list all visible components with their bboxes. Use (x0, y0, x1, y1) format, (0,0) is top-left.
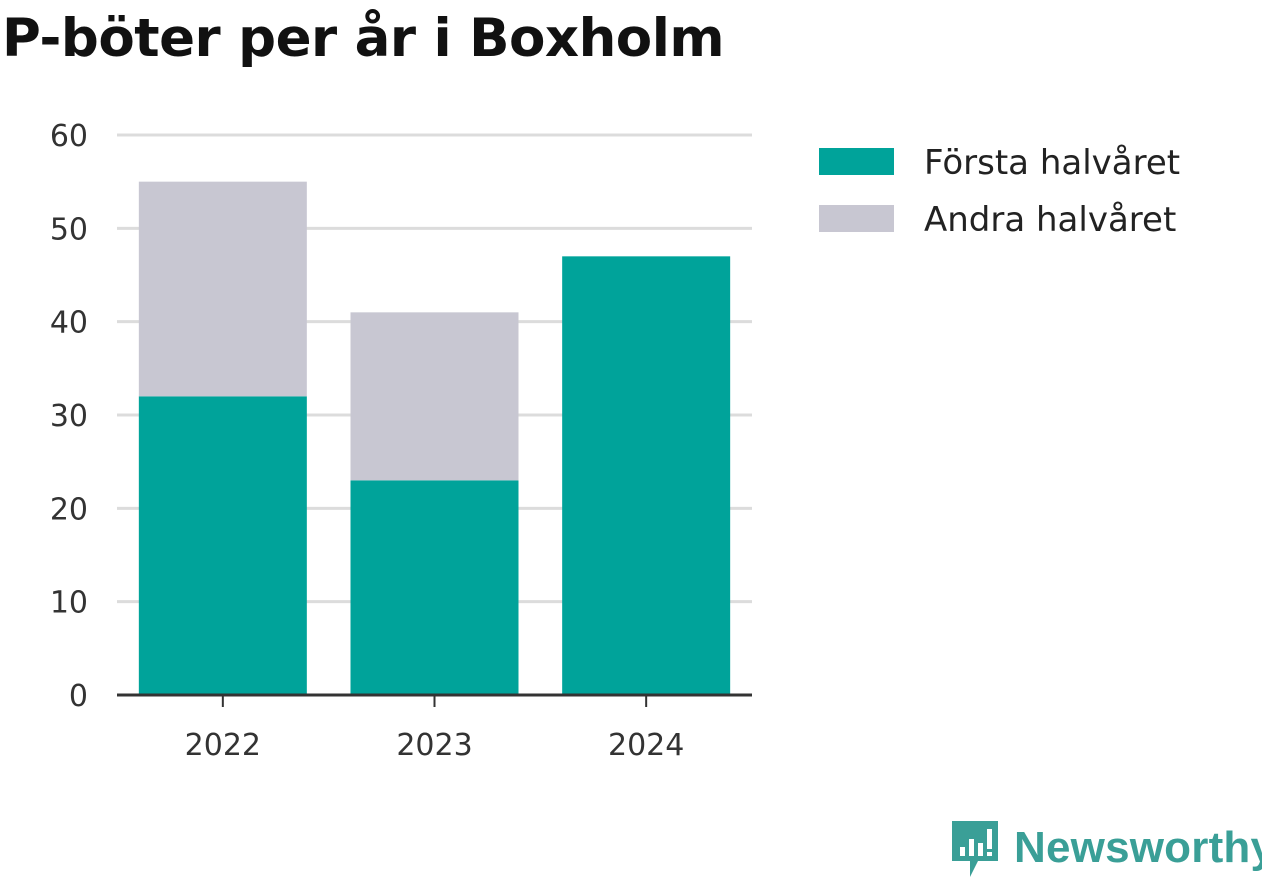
chart-title: P-böter per år i Boxholm (2, 8, 725, 69)
y-tick-label: 50 (50, 212, 88, 247)
bar-2022-series-0 (138, 396, 307, 695)
bar-2023-series-1 (350, 312, 519, 481)
legend: Första halvåret Andra halvåret (819, 143, 1180, 240)
axes: 0 10 20 30 40 50 60 2022 2023 2024 (50, 119, 752, 763)
bars (138, 181, 731, 695)
legend-label: Första halvåret (924, 143, 1180, 183)
legend-swatch (819, 148, 894, 175)
x-tick-label: 2024 (608, 728, 684, 763)
y-tick-label: 20 (50, 492, 88, 527)
newsworthy-logo-icon (952, 821, 998, 877)
y-tick-label: 10 (50, 586, 88, 621)
y-tick-label: 40 (50, 306, 88, 341)
y-tick-label: 0 (69, 679, 88, 714)
newsworthy-brand[interactable]: Newsworthy (950, 815, 1262, 881)
brand-name: Newsworthy (1014, 823, 1262, 872)
x-tick-label: 2022 (185, 728, 261, 763)
y-tick-label: 30 (50, 399, 88, 434)
legend-swatch (819, 205, 894, 232)
x-tick-label: 2023 (396, 728, 472, 763)
bar-2022-series-1 (138, 181, 307, 397)
y-tick-label: 60 (50, 119, 88, 154)
bar-2023-series-0 (350, 480, 519, 695)
bar-2024-series-0 (562, 256, 731, 695)
legend-label: Andra halvåret (924, 200, 1176, 240)
